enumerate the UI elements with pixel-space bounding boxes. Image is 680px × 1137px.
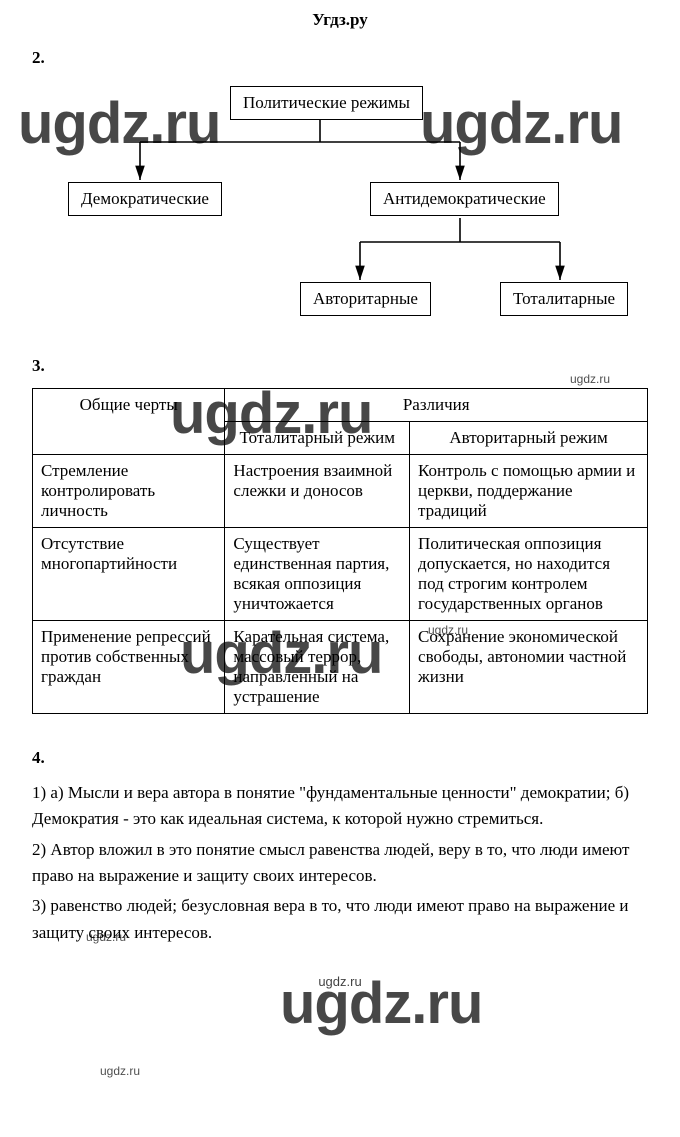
site-header: Угдз.ру (32, 10, 648, 30)
table-cell: Применение репрессий против собственных … (33, 621, 225, 714)
section-2-number: 2. (32, 48, 648, 68)
diagram-political-regimes: Политические режимы Демократические Анти… (40, 80, 640, 340)
section-4-p1: 1) а) Мысли и вера автора в понятие "фун… (32, 780, 648, 833)
table-row: Общие черты Различия (33, 389, 648, 422)
page: Угдз.ру 2. Политические режимы Демократи… (0, 0, 680, 1009)
table-row: Применение репрессий против собственных … (33, 621, 648, 714)
diagram-node-root: Политические режимы (230, 86, 423, 120)
section-4-p2: 2) Автор вложил в это понятие смысл раве… (32, 837, 648, 890)
section-4-text: 1) а) Мысли и вера автора в понятие "фун… (32, 780, 648, 946)
table-cell: Сохранение экономической свободы, автоно… (410, 621, 648, 714)
table-cell: Отсутствие многопартийности (33, 528, 225, 621)
watermark-small: ugdz.ru (100, 1064, 140, 1078)
table-header-diff: Различия (225, 389, 648, 422)
section-3-number: 3. (32, 356, 648, 376)
diagram-node-authoritarian: Авторитарные (300, 282, 431, 316)
table-header-tot: Тоталитарный режим (225, 422, 410, 455)
comparison-table: Общие черты Различия Тоталитарный режим … (32, 388, 648, 714)
table-cell: Существует единственная партия, всякая о… (225, 528, 410, 621)
footer-watermark: ugdz.ru (32, 974, 648, 989)
section-4-number: 4. (32, 748, 648, 768)
table-header-auth: Авторитарный режим (410, 422, 648, 455)
table-cell: Контроль с помощью армии и церкви, подде… (410, 455, 648, 528)
table-cell: Карательная система, массовый террор, на… (225, 621, 410, 714)
table-header-common: Общие черты (33, 389, 225, 455)
table-row: Стремление контролировать личность Настр… (33, 455, 648, 528)
diagram-node-antidemocratic: Антидемократические (370, 182, 559, 216)
section-4-p3: 3) равенство людей; безусловная вера в т… (32, 893, 648, 946)
table-row: Отсутствие многопартийности Существует е… (33, 528, 648, 621)
table-cell: Настроения взаимной слежки и доносов (225, 455, 410, 528)
diagram-node-totalitarian: Тоталитарные (500, 282, 628, 316)
table-cell: Стремление контролировать личность (33, 455, 225, 528)
diagram-node-democratic: Демократические (68, 182, 222, 216)
table-cell: Политическая оппозиция допускается, но н… (410, 528, 648, 621)
